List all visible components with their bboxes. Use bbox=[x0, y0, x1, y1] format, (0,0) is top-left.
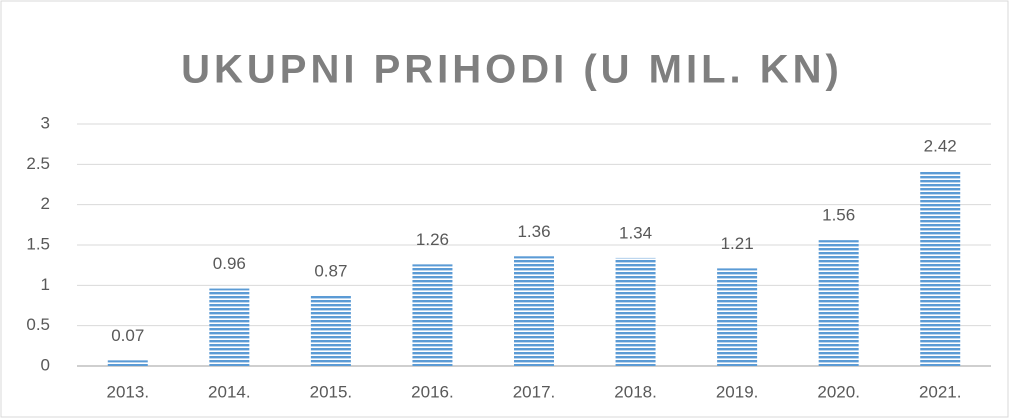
y-tick-label: 1 bbox=[41, 275, 50, 294]
x-tick-label: 2019. bbox=[716, 382, 759, 401]
bar bbox=[920, 170, 961, 366]
x-tick-label: 2016. bbox=[411, 382, 454, 401]
x-tick-label: 2014. bbox=[208, 382, 251, 401]
y-tick-label: 1.5 bbox=[26, 234, 50, 253]
bar bbox=[209, 288, 250, 366]
x-tick-label: 2017. bbox=[513, 382, 556, 401]
data-label: 0.07 bbox=[111, 326, 144, 345]
data-label: 1.21 bbox=[721, 234, 754, 253]
data-label: 1.26 bbox=[416, 230, 449, 249]
y-tick-label: 3 bbox=[41, 113, 50, 132]
x-tick-label: 2018. bbox=[614, 382, 657, 401]
bar bbox=[310, 295, 351, 366]
chart-title: UKUPNI PRIHODI (U MIL. KN) bbox=[181, 48, 843, 92]
bar bbox=[107, 360, 148, 366]
x-tick-label: 2013. bbox=[107, 382, 150, 401]
data-label: 1.36 bbox=[517, 222, 550, 241]
bar bbox=[615, 257, 656, 366]
x-tick-label: 2021. bbox=[919, 382, 962, 401]
bar bbox=[717, 268, 758, 366]
data-label: 0.96 bbox=[213, 254, 246, 273]
data-label: 1.56 bbox=[822, 206, 855, 225]
x-tick-label: 2015. bbox=[310, 382, 353, 401]
y-tick-label: 2.5 bbox=[26, 154, 50, 173]
x-tick-label: 2020. bbox=[817, 382, 860, 401]
data-label: 2.42 bbox=[924, 136, 957, 155]
data-label: 1.34 bbox=[619, 223, 652, 242]
bar bbox=[818, 240, 859, 366]
data-label: 0.87 bbox=[314, 261, 347, 280]
y-tick-label: 0.5 bbox=[26, 315, 50, 334]
y-tick-label: 0 bbox=[41, 355, 50, 374]
y-tick-label: 2 bbox=[41, 194, 50, 213]
bar bbox=[514, 256, 554, 366]
bar bbox=[412, 264, 453, 366]
